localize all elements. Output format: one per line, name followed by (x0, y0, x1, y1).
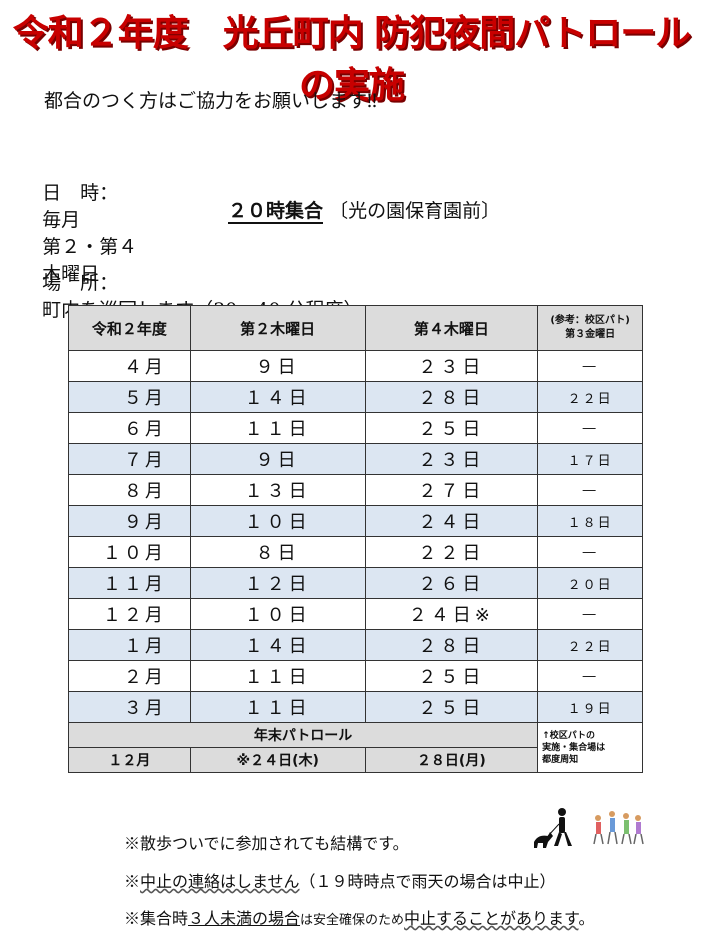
fourth-thursday-cell: ２３日 (364, 443, 539, 475)
month-cell: ５月 (68, 381, 191, 413)
walking-people-illustration (534, 808, 644, 848)
subtitle: 都合のつく方はご協力をお願いします‼ (44, 90, 378, 112)
second-thursday-cell: １０日 (189, 598, 366, 630)
meet-time: ２０時集合 (228, 200, 324, 224)
table-row: ７月 ９日 ２３日 １７日 (68, 443, 643, 475)
table-row: ６月 １１日 ２５日 ― (68, 412, 643, 444)
table-row: ３月 １１日 ２５日 １９日 (68, 691, 643, 723)
place-label: 場 所： (42, 272, 109, 294)
meeting-info: ２０時集合 〔光の園保育園前〕 (228, 196, 501, 224)
page-title: 令和２年度 光丘町内 防犯夜間パトロールの実施 (12, 12, 692, 106)
note-line-3: ※集合時３人未満の場合は安全確保のため中止することがあります。 (124, 909, 595, 928)
reference-cell: ２２日 (537, 381, 643, 413)
second-thursday-cell: １１日 (189, 660, 366, 692)
year-end-month: １２月 (68, 747, 191, 773)
patrol-schedule-table: 令和２年度 第２木曜日 第４木曜日 (参考：校区パト) 第３金曜日 ４月 ９日 ２３… (67, 305, 643, 773)
reference-note: ↑校区パトの 実施・集合場は 都度周知 (537, 722, 643, 773)
month-cell: １０月 (68, 536, 191, 568)
note-line-1: ※散歩ついでに参加されても結構です。 (124, 834, 409, 853)
year-end-first: ※２４日(木) (189, 747, 366, 773)
reference-cell: ― (537, 350, 643, 382)
year-end-header-row: 年末パトロール ↑校区パトの 実施・集合場は 都度周知 (67, 722, 643, 773)
second-thursday-cell: １３日 (189, 474, 366, 506)
reference-cell: １９日 (537, 691, 643, 723)
reference-cell: ２０日 (537, 567, 643, 599)
fourth-thursday-cell: ２５日 (364, 660, 539, 692)
month-cell: ２月 (68, 660, 191, 692)
table-row: １月 １４日 ２８日 ２２日 (68, 629, 643, 661)
fourth-thursday-cell: ２５日 (364, 412, 539, 444)
month-cell: ９月 (68, 505, 191, 537)
table-row: １１月 １２日 ２６日 ２０日 (68, 567, 643, 599)
reference-cell: ― (537, 474, 643, 506)
second-thursday-cell: １１日 (189, 691, 366, 723)
fourth-thursday-cell: ２２日 (364, 536, 539, 568)
schedule-label: 日 時： (42, 182, 109, 204)
table-header-row: 令和２年度 第２木曜日 第４木曜日 (参考：校区パト) 第３金曜日 (68, 305, 643, 351)
reference-cell: ― (537, 598, 643, 630)
month-cell: ７月 (68, 443, 191, 475)
fourth-thursday-cell: ２４日※ (364, 598, 539, 630)
fourth-thursday-cell: ２３日 (364, 350, 539, 382)
table-row: １２月 １０日 ２４日※ ― (68, 598, 643, 630)
second-thursday-cell: １２日 (189, 567, 366, 599)
table-row: ９月 １０日 ２４日 １８日 (68, 505, 643, 537)
reference-cell: １７日 (537, 443, 643, 475)
table-row: ４月 ９日 ２３日 ― (68, 350, 643, 382)
no-contact-note: 中止の連絡はしません (140, 872, 300, 891)
table-row: ５月 １４日 ２８日 ２２日 (68, 381, 643, 413)
fourth-thursday-cell: ２８日 (364, 381, 539, 413)
month-cell: ８月 (68, 474, 191, 506)
second-thursday-cell: １０日 (189, 505, 366, 537)
reference-cell: ― (537, 536, 643, 568)
month-cell: ６月 (68, 412, 191, 444)
table-row: ８月 １３日 ２７日 ― (68, 474, 643, 506)
fourth-thursday-cell: ２６日 (364, 567, 539, 599)
table-row: ２月 １１日 ２５日 ― (68, 660, 643, 692)
schedule-line: 日 時： 毎月 第２・第４ 木曜日 (30, 156, 137, 286)
reference-cell: ２２日 (537, 629, 643, 661)
reference-cell: ― (537, 412, 643, 444)
table-row: １０月 ８日 ２２日 ― (68, 536, 643, 568)
month-cell: ４月 (68, 350, 191, 382)
second-thursday-cell: １４日 (189, 381, 366, 413)
note-line-2: ※中止の連絡はしません（１９時時点で雨天の場合は中止） (124, 872, 556, 891)
month-cell: １１月 (68, 567, 191, 599)
year-end-row: １２月 ※２４日(木) ２８日(月) (68, 747, 643, 773)
reference-cell: ― (537, 660, 643, 692)
header-year: 令和２年度 (68, 305, 191, 351)
fourth-thursday-cell: ２７日 (364, 474, 539, 506)
fourth-thursday-cell: ２４日 (364, 505, 539, 537)
second-thursday-cell: ９日 (189, 443, 366, 475)
month-cell: ３月 (68, 691, 191, 723)
year-end-label: 年末パトロール (67, 722, 539, 748)
fourth-thursday-cell: ２８日 (364, 629, 539, 661)
reference-cell: １８日 (537, 505, 643, 537)
month-cell: １月 (68, 629, 191, 661)
meet-place: 〔光の園保育園前〕 (329, 200, 501, 222)
schedule-value-1: 毎月 (42, 209, 81, 231)
header-second-thursday: 第２木曜日 (189, 305, 366, 351)
header-reference: (参考：校区パト) 第３金曜日 (537, 305, 643, 351)
second-thursday-cell: １４日 (189, 629, 366, 661)
header-fourth-thursday: 第４木曜日 (364, 305, 539, 351)
year-end-second: ２８日(月) (364, 747, 539, 773)
second-thursday-cell: ９日 (189, 350, 366, 382)
second-thursday-cell: ８日 (189, 536, 366, 568)
schedule-value-3: 木曜日 (42, 263, 100, 285)
second-thursday-cell: １１日 (189, 412, 366, 444)
schedule-value-2: 第２・第４ (42, 236, 138, 258)
month-cell: １２月 (68, 598, 191, 630)
fourth-thursday-cell: ２５日 (364, 691, 539, 723)
